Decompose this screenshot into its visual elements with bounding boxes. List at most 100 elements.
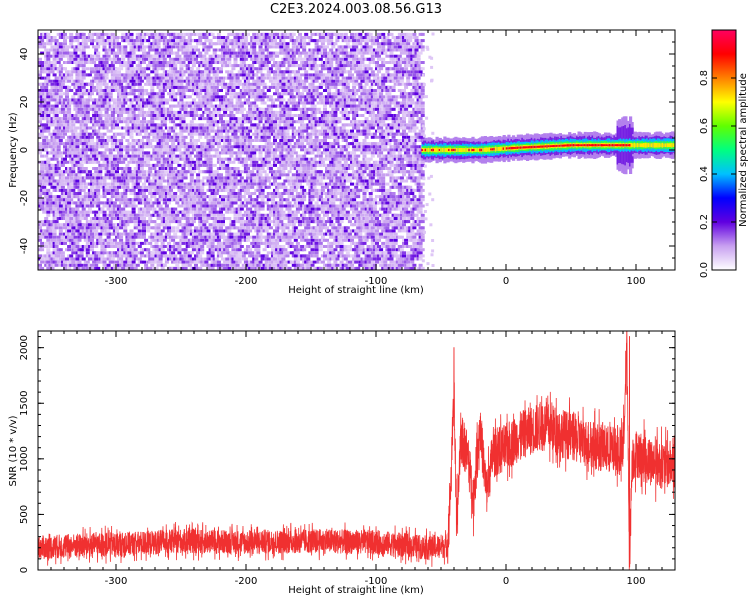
spectrogram-cell [119, 104, 124, 108]
spectrogram-cell [60, 217, 65, 220]
spectrogram-cell [167, 223, 171, 227]
spectrogram-cell [127, 188, 132, 192]
spectrogram-cell [198, 132, 203, 136]
spectrogram-cell [210, 179, 215, 183]
spectrogram-cell [183, 229, 188, 233]
spectrogram-cell [233, 241, 238, 245]
spectrogram-cell [148, 132, 153, 136]
spectrogram-cell [110, 135, 115, 139]
spectrogram-cell [50, 151, 55, 155]
spectrogram-cell [146, 248, 151, 252]
spectrogram-cell [231, 220, 236, 224]
spectrogram-cell [150, 92, 155, 96]
spectrogram-cell [123, 173, 128, 177]
spectrogram-cell [229, 204, 234, 208]
spectrogram-cell [156, 201, 161, 205]
spectrogram-cell [131, 154, 136, 158]
spectrogram-cell [227, 101, 232, 105]
spectrogram-cell [235, 54, 240, 58]
spectrogram-cell [127, 85, 132, 89]
spectrogram-cell [137, 232, 142, 236]
spectrogram-cell [60, 173, 65, 177]
spectrogram-cell [239, 235, 244, 239]
spectrogram-cell [58, 57, 63, 61]
spectrogram-cell [160, 207, 165, 211]
spectrogram-cell [246, 260, 250, 264]
spectrogram-cell [133, 251, 138, 255]
spectrogram-cell [231, 151, 236, 155]
spectrogram-cell [48, 198, 53, 202]
spectrogram-cell [150, 123, 155, 127]
spectrogram-cell [191, 235, 196, 239]
spectrogram-cell [106, 135, 111, 139]
spectrogram-cell [121, 248, 126, 252]
spectrogram-cell [77, 54, 82, 58]
spectrogram-cell [98, 95, 103, 99]
spectrogram-cell [221, 201, 225, 205]
spectrogram-cell [243, 167, 248, 170]
spectrogram-cell [146, 73, 151, 77]
spectrogram-cell [71, 263, 76, 267]
spectrogram-cell [175, 73, 180, 77]
spectrogram-cell [117, 148, 121, 152]
spectrogram-cell [196, 176, 201, 180]
spectrogram-cell [194, 167, 198, 170]
spectrogram-cell [169, 157, 173, 161]
spectrogram-cell [71, 120, 76, 124]
spectrogram-cell [191, 148, 196, 152]
spectrogram-cell [169, 179, 173, 183]
spectrogram-cell [208, 154, 213, 158]
spectrogram-cell [46, 220, 51, 224]
spectrogram-cell [173, 254, 178, 258]
spectrogram-cell [73, 154, 78, 158]
spectrogram-cell [164, 42, 169, 46]
spectrogram-cell [219, 70, 223, 74]
spectrogram-cell [179, 92, 184, 96]
spectrogram-cell [123, 157, 128, 161]
spectrogram-cell [81, 248, 86, 252]
spectrogram-cell [173, 110, 178, 114]
spectrogram-cell [117, 210, 121, 214]
spectrogram-cell [204, 232, 209, 236]
spectrogram-cell [139, 79, 144, 83]
spectrogram-cell [216, 39, 221, 43]
spectrogram-cell [194, 73, 198, 77]
spectrogram-cell [200, 104, 205, 108]
spectrogram-cell [119, 148, 124, 152]
spectrogram-cell [115, 107, 119, 111]
spectrogram-cell [189, 245, 194, 248]
spectrogram-cell [125, 235, 130, 239]
spectrogram-cell [44, 160, 49, 164]
spectrogram-cell [171, 173, 176, 177]
spectrogram-cell [52, 179, 57, 183]
spectrogram-cell [69, 39, 74, 43]
spectrogram-cell [71, 195, 76, 199]
spectrogram-cell [148, 157, 153, 161]
spectrogram-cell [65, 160, 69, 164]
spectrogram-cell [75, 257, 80, 261]
spectrogram-cell [121, 195, 126, 199]
spectrogram-cell [42, 223, 47, 227]
spectrogram-cell [206, 207, 211, 211]
spectrogram-cell [77, 114, 82, 117]
spectrogram-cell [125, 39, 130, 43]
spectrogram-cell [214, 120, 219, 124]
spectrogram-cell [92, 151, 97, 155]
spectrogram-cell [65, 176, 69, 180]
spectrogram-cell [158, 176, 163, 180]
spectrogram-cell [98, 223, 103, 227]
spectrogram-cell [241, 142, 246, 146]
spectrogram-cell [204, 235, 209, 239]
spectrogram-cell [171, 82, 176, 86]
spectrogram-cell [100, 95, 105, 99]
spectrogram-cell [148, 82, 153, 86]
spectrogram-cell [52, 98, 57, 102]
spectrogram-cell [200, 248, 205, 252]
spectrogram-cell [233, 257, 238, 261]
spectrogram-cell [212, 73, 217, 77]
spectrogram-cell [38, 201, 42, 205]
spectrogram-cell [139, 223, 144, 227]
spectrogram-cell [119, 179, 124, 183]
spectrogram-cell [204, 67, 209, 71]
spectrogram-cell [150, 98, 155, 102]
